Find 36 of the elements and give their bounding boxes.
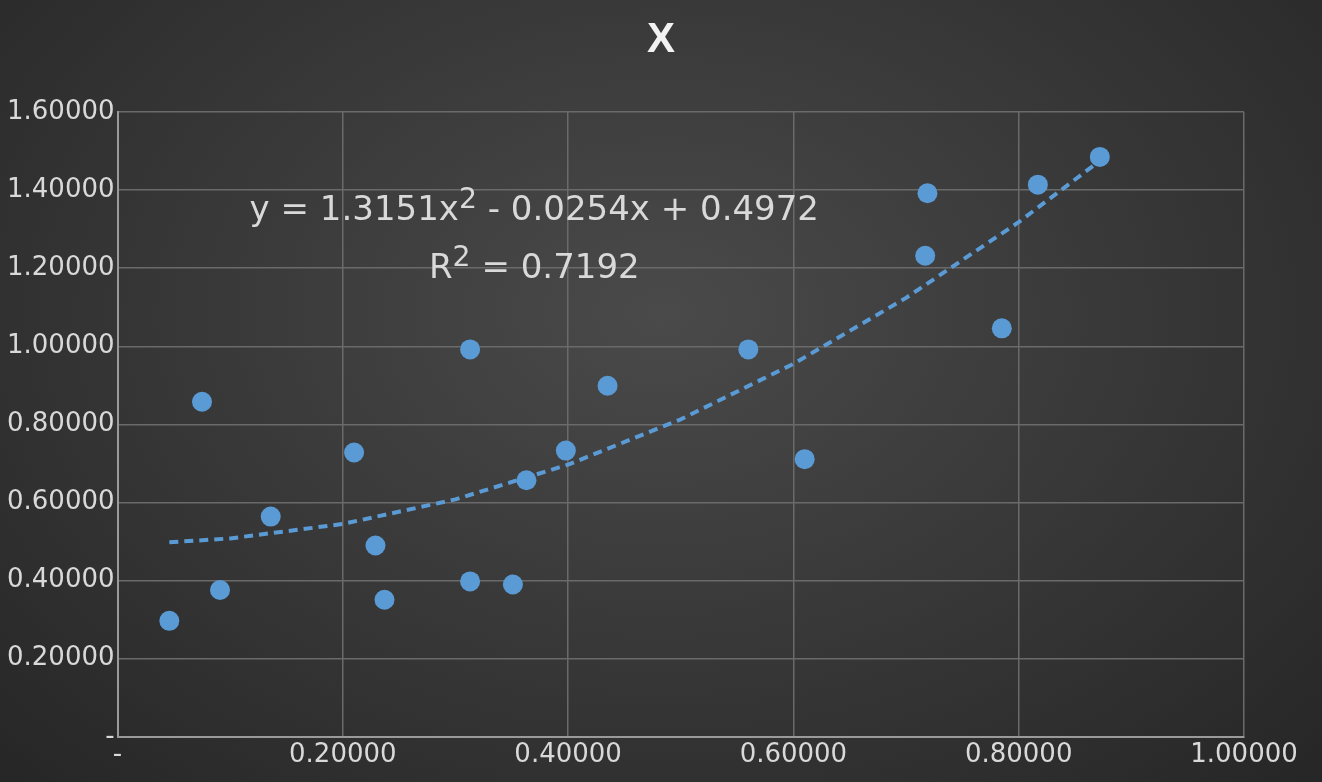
point	[738, 339, 759, 360]
point	[915, 245, 936, 266]
annotation: R$^{2}$ = 0.7192	[428, 240, 640, 287]
point	[192, 391, 212, 412]
chart-title: X	[646, 14, 676, 62]
y-tick-label: 1.60000	[6, 94, 115, 125]
y-tick-label: 0.40000	[6, 563, 115, 594]
point	[460, 571, 481, 592]
point	[502, 574, 523, 595]
point	[260, 506, 281, 527]
annotation: y = 1.3151x$^{2}$ - 0.0254x + 0.4972	[249, 182, 820, 229]
point	[991, 318, 1012, 339]
point	[374, 589, 395, 610]
point	[210, 579, 231, 600]
point	[1089, 146, 1110, 167]
point	[460, 339, 481, 360]
point	[344, 442, 365, 463]
y-tick-label: 0.80000	[6, 407, 115, 438]
point	[597, 375, 618, 396]
y-tick-label: 1.20000	[6, 250, 115, 281]
point	[794, 449, 815, 470]
x-tick-label: 1.00000	[1190, 738, 1298, 769]
x-tick-label: 0.60000	[739, 738, 848, 769]
point	[917, 183, 938, 204]
x-tick-label: 0.40000	[514, 738, 622, 769]
y-tick-label: -	[105, 719, 115, 750]
y-tick-label: 1.00000	[6, 329, 115, 360]
x-tick-label: 0.80000	[964, 738, 1073, 769]
point	[159, 610, 180, 631]
x-tick-label: 0.20000	[289, 738, 397, 769]
point	[365, 535, 386, 556]
y-tick-label: 1.40000	[6, 172, 115, 203]
y-tick-label: 0.60000	[6, 485, 115, 516]
point	[1027, 174, 1048, 195]
point	[555, 440, 576, 461]
y-tick-label: 0.20000	[6, 641, 115, 672]
